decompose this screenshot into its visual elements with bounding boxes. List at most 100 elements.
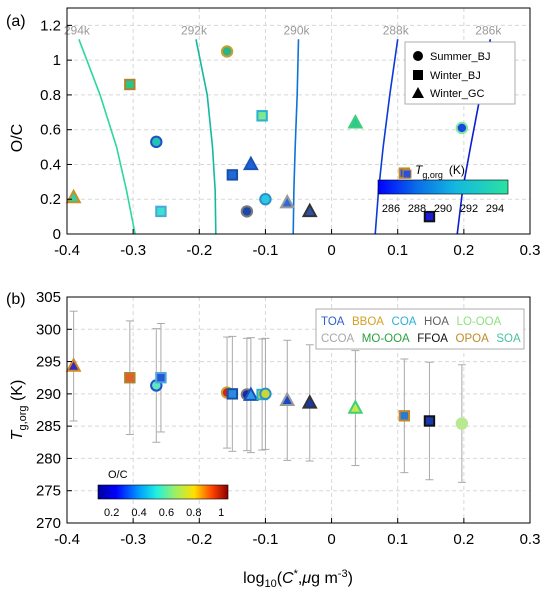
panel-a-x-ticks: -0.4 -0.3 -0.2 -0.1 0 0.1 0.2 0.3: [54, 229, 540, 259]
isoline-label: 290k: [283, 23, 310, 37]
isoline-label: 292k: [181, 23, 208, 37]
colorbar-b-tick-label: 0.4: [131, 507, 146, 519]
legend-label-winter-gc: Winter_GC: [430, 88, 484, 100]
data-point-square: [155, 205, 167, 218]
panel-a-isolines: [78, 39, 492, 234]
panel-b-legend-box: [315, 308, 525, 350]
data-point-circle: [259, 387, 272, 401]
colorbar-a-title: Tg,org (K): [415, 163, 465, 180]
legend-soa: SOA: [496, 333, 521, 345]
legend-toa: TOA: [321, 316, 345, 328]
panel-b-y-tick-label: 305: [36, 289, 61, 306]
data-point-square: [398, 410, 411, 422]
colorbar-a-tick-label: 292: [460, 203, 478, 215]
panel-b-y-tick-label: 270: [36, 515, 61, 532]
data-point-square: [124, 372, 136, 384]
panel-a-label: (a): [6, 13, 26, 30]
panel-a-y-tick-label: 0.2: [40, 191, 61, 208]
panel-a-y-tick-label: 0.4: [40, 156, 61, 173]
colorbar-a-gradient: [377, 179, 509, 195]
isoline-294k: [78, 39, 136, 234]
panel-b-y-axis-label: Tg,org (K): [9, 380, 29, 441]
panel-a-y-tick-label: 1: [53, 52, 61, 69]
data-point-triangle: [301, 202, 318, 218]
legend-coa: COA: [392, 316, 417, 328]
isoline-label: 294k: [64, 23, 91, 37]
panel-b-y-tick-label: 290: [36, 386, 61, 403]
panel-b-x-tick-label: -0.3: [120, 531, 146, 548]
legend-bboa: BBOA: [352, 316, 384, 328]
panel-b-x-tick-label: 0: [327, 531, 335, 548]
data-point-square: [423, 415, 436, 427]
panel-a-y-tick-label: 0.8: [40, 87, 61, 104]
data-point-triangle: [347, 113, 364, 129]
data-point-square: [155, 372, 167, 384]
panel-b-points: [65, 357, 469, 430]
legend-hoa: HOA: [424, 316, 449, 328]
panel-a-y-axis-label: O/C: [9, 124, 26, 152]
data-point-circle: [259, 193, 272, 206]
legend-mo-ooa: MO-OOA: [362, 333, 410, 345]
panel-a-y-tick-label: 0.6: [40, 122, 61, 139]
legend-circle-marker: [413, 51, 423, 61]
data-point-triangle: [279, 193, 296, 209]
legend-ffoa: FFOA: [417, 333, 448, 345]
panel-b-x-tick-label: -0.1: [252, 531, 278, 548]
panel-b-x-axis-label: log10(C*,μg m-3): [243, 568, 353, 590]
legend-triangle-marker: [412, 87, 424, 98]
legend-label-winter-bj: Winter_BJ: [430, 70, 481, 82]
isoline-292k: [195, 39, 217, 234]
data-point-square: [256, 110, 268, 122]
colorbar-b-tick-label: 0.2: [104, 507, 119, 519]
colorbar-title-swatch: [402, 169, 412, 179]
data-point-triangle: [242, 155, 259, 171]
colorbar-b-title: O/C: [108, 469, 128, 481]
legend-opoa: OPOA: [456, 333, 490, 345]
panel-a-y-ticks: 0 0.2 0.4 0.6 0.8 1 1.2: [40, 17, 72, 243]
legend-ccoa: CCOA: [321, 333, 355, 345]
colorbar-b-gradient: [97, 484, 229, 500]
data-point-circle: [455, 121, 469, 135]
panel-a-x-tick-label: -0.2: [186, 242, 212, 259]
data-point-triangle: [279, 391, 296, 407]
data-point-square: [423, 210, 436, 223]
colorbar-a-tick-label: 286: [382, 203, 400, 215]
data-point-circle: [240, 205, 254, 218]
panel-a-y-tick-label: 0: [53, 226, 61, 243]
data-point-square: [226, 169, 239, 181]
panel-a-isoline-labels: 294k 292k 290k 288k 286k: [64, 23, 502, 37]
panel-b-y-tick-label: 295: [36, 354, 61, 371]
colorbar-b-tick-label: 0.8: [186, 507, 201, 519]
panel-b-x-tick-label: 0.2: [453, 531, 474, 548]
panel-a-x-tick-label: 0.3: [520, 242, 541, 259]
panel-a-x-tick-label: -0.3: [120, 242, 146, 259]
panel-a-frame: [66, 7, 531, 235]
panel-a-colorbar: Tg,org (K) 286 288 290 292 294: [377, 163, 509, 215]
data-point-circle: [220, 45, 234, 58]
colorbar-b-ticks: 0.2 0.4 0.6 0.8 1: [104, 507, 224, 519]
panel-a-x-tick-label: 0.1: [387, 242, 408, 259]
panel-b-x-tick-label: 0.3: [520, 531, 541, 548]
colorbar-a-tick-label: 290: [434, 203, 452, 215]
data-point-triangle: [65, 188, 82, 204]
colorbar-a-tick-label: 294: [486, 203, 504, 215]
panel-b-legend: TOA BBOA COA HOA LO-OOA CCOA MO-OOA FFOA…: [315, 308, 525, 350]
legend-square-marker: [413, 70, 423, 80]
panel-b-frame: [66, 296, 531, 524]
isoline-288k: [374, 39, 399, 234]
panel-a-y-tick-label: 1.2: [40, 17, 61, 34]
isoline-label: 286k: [475, 23, 502, 37]
panel-b-y-tick-label: 285: [36, 418, 61, 435]
panel-a-x-tick-label: 0.2: [453, 242, 474, 259]
legend-row-1: TOA BBOA COA HOA LO-OOA: [321, 316, 502, 328]
panel-a-legend-box: [404, 41, 516, 105]
isoline-label: 288k: [383, 23, 410, 37]
legend-row-2: CCOA MO-OOA FFOA OPOA SOA: [321, 333, 521, 345]
data-point-triangle: [242, 386, 259, 401]
panel-b-label: (b): [6, 291, 26, 308]
panel-a: (a) 294k 292k 290k 288k 286k -0.4 -0.3 -0.2 -0.…: [6, 7, 540, 259]
data-point-circle: [150, 135, 163, 149]
panel-b-colorbar: O/C 0.2 0.4 0.6 0.8 1: [97, 469, 229, 519]
panel-b-y-tick-label: 280: [36, 450, 61, 467]
